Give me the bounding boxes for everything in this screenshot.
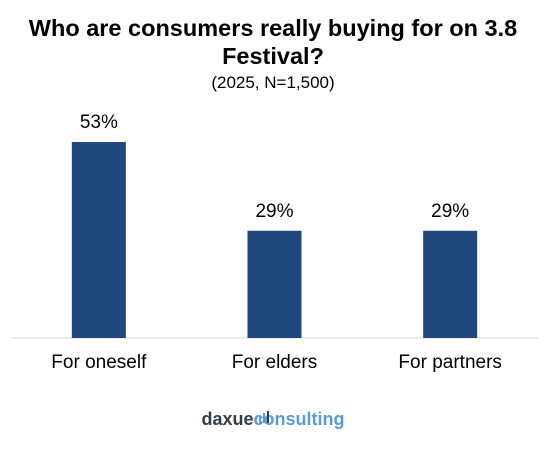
category-label-1: For oneself: [51, 352, 147, 373]
logo-text-consulting: consulting: [253, 409, 345, 429]
logo-text-daxue: daxue: [201, 409, 254, 429]
chart-subtitle: (2025, N=1,500): [211, 73, 335, 92]
bar-value-label-1: 53%: [80, 112, 118, 133]
category-label-3: For partners: [398, 352, 501, 373]
logo-bars-icon: [259, 411, 269, 423]
chart-title: Who are consumers really buying for on 3…: [28, 15, 518, 69]
bar-3: [423, 230, 478, 338]
bar-value-label-3: 29%: [431, 201, 469, 222]
bar-2: [247, 230, 302, 338]
bar-value-label-2: 29%: [255, 201, 293, 222]
category-label-2: For elders: [232, 352, 318, 373]
brand-logo: daxueconsulting: [0, 408, 546, 430]
bar-1: [71, 142, 126, 338]
